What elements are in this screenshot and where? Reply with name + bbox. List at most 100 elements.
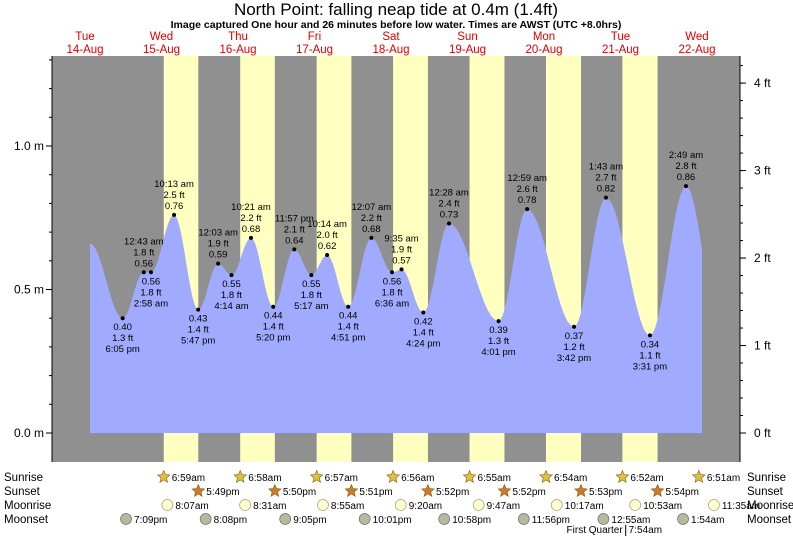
tide-height-m: 0.40 [113,322,132,333]
left-tick-label: 0.0 m [14,426,44,440]
sunrise-star-icon [233,469,248,483]
sunset-time: 5:52pm [512,487,545,498]
tide-height-ft: 1.4 ft [188,325,209,336]
sunset-time: 5:53pm [589,487,622,498]
tide-time: 11:57 pm [275,213,314,224]
tide-height-ft: 1.2 ft [563,342,584,353]
tide-time: 10:13 am [154,179,194,190]
tide-area [90,186,702,433]
sunrise-time: 6:52am [630,473,663,484]
moonset-icon [279,513,292,525]
tide-height-ft: 2.6 ft [517,184,538,195]
moonset-time: 1:54am [691,515,724,526]
tide-point [229,273,234,278]
moonrise-icon [550,499,563,511]
tide-height-ft: 2.1 ft [284,224,305,235]
tide-time: 12:03 am [198,228,238,239]
sunrise-time: 6:58am [248,473,281,484]
chart-subtitle: Image captured One hour and 26 minutes b… [171,19,622,31]
tide-time: 5:17 am [294,301,328,312]
moonrise-time: 10:17am [565,501,604,512]
tide-height-ft: 2.2 ft [240,213,261,224]
sunrise-time: 6:59am [172,473,205,484]
tide-height-m: 0.59 [209,250,228,261]
tide-point [292,247,297,252]
tide-point [603,195,608,200]
sunset-star-icon [650,483,665,497]
tide-height-m: 0.42 [414,316,433,327]
sunrise-star-icon [539,469,553,483]
tide-time: 2:49 am [669,150,703,161]
sunset-star-icon [267,483,282,497]
moonset-row-label-right: Moonset [747,514,792,526]
moonset-time: 12:55am [611,515,650,526]
tide-height-m: 0.56 [383,276,402,287]
sunrise-star-icon [156,469,171,483]
tide-height-ft: 2.5 ft [164,190,185,201]
moon-phase-time: 7:54am [629,525,662,536]
sunset-star-icon [344,483,359,497]
tide-height-ft: 2.0 ft [317,230,338,241]
tide-time: 12:28 am [429,187,469,198]
moonrise-time: 11:35am [722,501,760,512]
sunrise-row-label-left: Sunrise [4,472,43,484]
tide-height-m: 0.82 [597,184,616,195]
moonset-time: 8:08pm [214,515,247,526]
sunrise-time: 6:56am [401,473,434,484]
date-label: 14-Aug [66,44,103,56]
tide-height-m: 0.55 [302,279,321,290]
moonset-icon [517,513,530,525]
day-of-week-label: Wed [685,31,708,43]
moonrise-time: 8:31am [253,501,286,512]
date-label: 22-Aug [678,44,715,56]
moonrise-icon [239,499,251,511]
tide-time: 12:43 am [124,236,164,247]
sunrise-star-icon [462,469,477,483]
tide-time: 5:47 pm [181,336,215,347]
tide-time: 1:43 am [589,162,623,173]
tide-time: 12:59 am [507,173,547,184]
tide-height-m: 0.39 [489,325,508,336]
tide-time: 2:58 am [134,298,168,309]
tide-point [572,324,577,329]
sunrise-time: 6:51am [707,473,740,484]
moonset-row-label-left: Moonset [4,514,49,526]
tide-height-ft: 1.8 ft [140,287,161,298]
date-label: 18-Aug [372,44,409,56]
tide-height-m: 0.57 [392,255,411,266]
tide-time: 4:51 pm [331,333,365,344]
right-tick-label: 2 ft [754,251,771,265]
sunset-row-label-left: Sunset [4,486,41,498]
tide-height-m: 0.62 [318,241,337,252]
tide-height-m: 0.55 [222,279,241,290]
tide-time: 6:36 am [375,298,409,309]
moonrise-icon [472,499,485,511]
moonrise-time: 10:53am [643,501,682,512]
tide-height-ft: 1.9 ft [208,239,229,250]
tide-height-ft: 1.3 ft [112,333,133,344]
moonrise-icon [161,499,174,511]
tide-time: 3:42 pm [557,353,591,364]
tide-time: 4:24 pm [406,338,440,349]
sunrise-star-icon [386,469,401,483]
moonset-time: 10:58pm [452,515,491,526]
moonset-time: 11:56pm [532,515,570,526]
moonset-time: 9:05pm [293,515,326,526]
tide-time: 3:31 pm [633,361,667,372]
moonrise-time: 9:20am [409,501,442,512]
tide-point [325,253,330,258]
moonrise-row-label-left: Moonrise [4,500,51,512]
tide-point [248,235,253,240]
tide-height-ft: 1.8 ft [381,287,402,298]
tide-time: 4:14 am [214,301,248,312]
right-tick-label: 1 ft [754,339,771,353]
date-label: 19-Aug [449,44,486,56]
tide-point [399,267,404,272]
moonset-icon [199,513,212,525]
day-of-week-label: Sat [382,31,400,43]
tide-point [309,273,314,278]
tide-height-ft: 1.4 ft [413,327,434,338]
tide-height-ft: 2.2 ft [361,213,382,224]
sunset-time: 5:54pm [666,487,699,498]
date-label: 20-Aug [525,44,562,56]
